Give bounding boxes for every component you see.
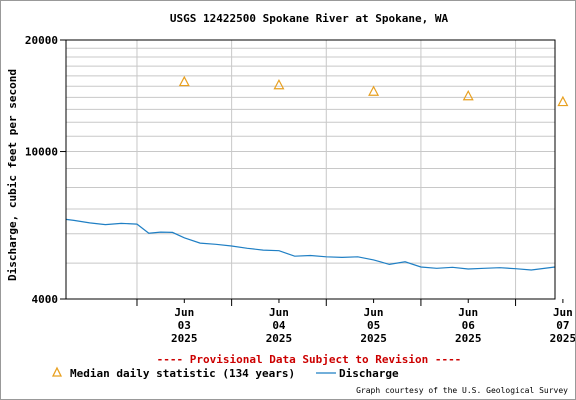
- provisional-note: ---- Provisional Data Subject to Revisio…: [157, 353, 462, 366]
- legend-median-label: Median daily statistic (134 years): [70, 367, 295, 380]
- plot-frame: [65, 39, 556, 300]
- x-tick-label: Jun: [458, 306, 478, 319]
- x-tick-label: Jun: [174, 306, 194, 319]
- chart-title: USGS 12422500 Spokane River at Spokane, …: [170, 12, 449, 25]
- x-tick-label: 2025: [171, 332, 198, 345]
- legend: Median daily statistic (134 years) Disch…: [51, 366, 399, 380]
- median-point: [273, 78, 285, 90]
- median-point: [368, 85, 380, 96]
- x-tick-label: 2025: [550, 332, 575, 345]
- x-tick-label: Jun: [553, 306, 573, 319]
- median-point: [178, 75, 190, 87]
- median-point: [557, 95, 569, 107]
- x-tick-label: 2025: [455, 332, 482, 345]
- y-axis-label: Discharge, cubic feet per second: [6, 69, 19, 281]
- grid-layer: [66, 39, 555, 300]
- data-layer: [65, 75, 569, 271]
- y-tick-label: 10000: [25, 146, 58, 159]
- legend-discharge-label: Discharge: [339, 367, 399, 380]
- x-tick-label: Jun: [364, 306, 384, 319]
- x-tick-label: 03: [178, 319, 191, 332]
- y-tick-label: 20000: [25, 34, 58, 47]
- x-tick-label: 2025: [360, 332, 387, 345]
- x-tick-label: 07: [556, 319, 569, 332]
- x-tick-label: Jun: [269, 306, 289, 319]
- median-point: [462, 89, 474, 101]
- discharge-line: [65, 218, 556, 271]
- y-tick-label: 4000: [32, 293, 59, 306]
- x-tick-label: 05: [367, 319, 380, 332]
- x-tick-label: 06: [462, 319, 476, 332]
- legend-triangle-icon: [51, 366, 63, 377]
- x-tick-label: 04: [272, 319, 286, 332]
- axis-layer: 20000100004000Jun032025Jun042025Jun05202…: [25, 34, 575, 345]
- credit-text: Graph courtesy of the U.S. Geological Su…: [356, 386, 568, 395]
- x-tick-label: 2025: [266, 332, 293, 345]
